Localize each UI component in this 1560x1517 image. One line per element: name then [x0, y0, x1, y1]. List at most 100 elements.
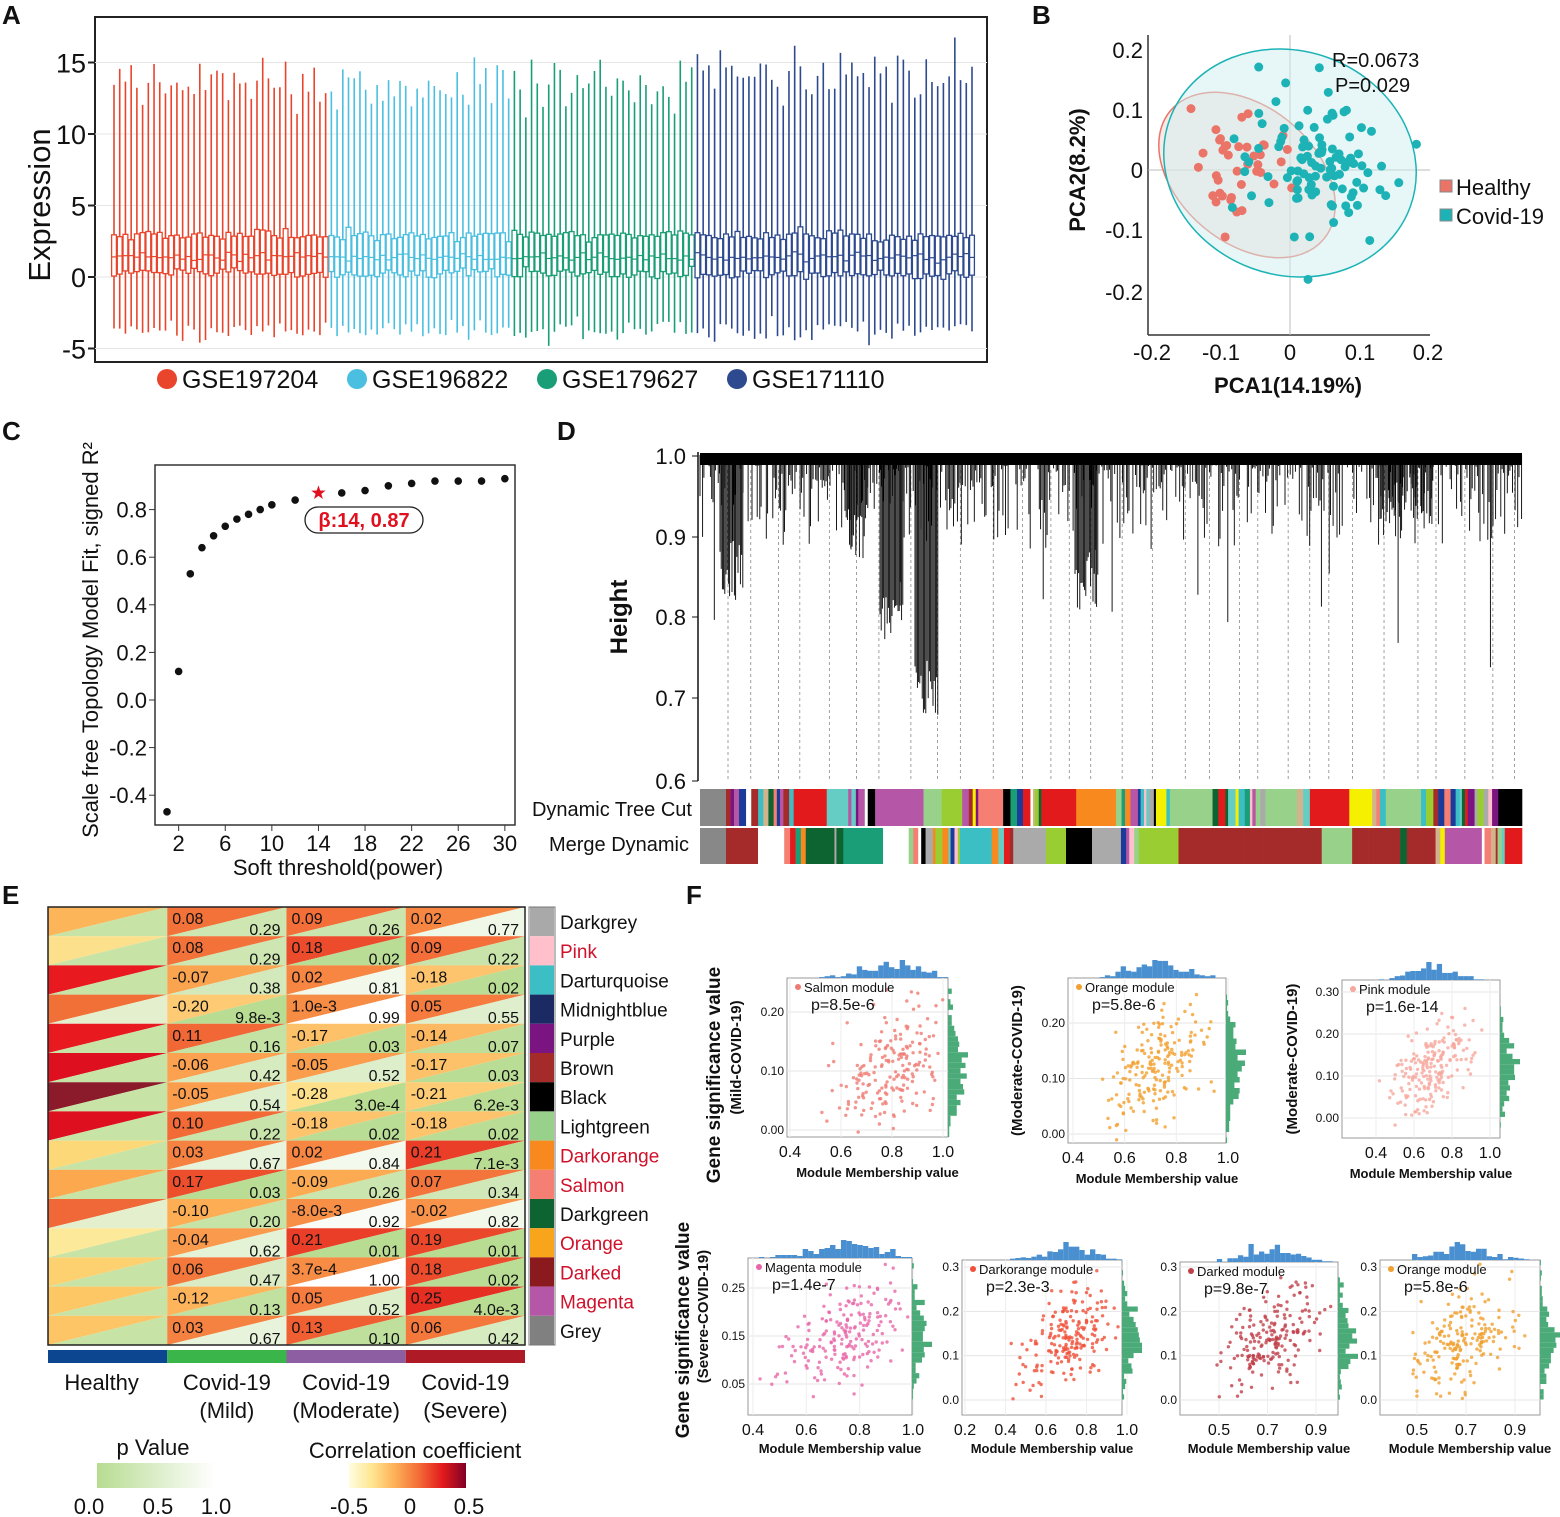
top-histogram-bar	[835, 1249, 841, 1258]
module-title: Magenta module	[765, 1260, 862, 1275]
merged-color-segment	[1444, 828, 1483, 864]
p-value-triangle	[405, 1257, 525, 1287]
data-point	[898, 1087, 902, 1092]
data-point	[1146, 1039, 1150, 1043]
p-value: 0.92	[369, 1214, 400, 1231]
merged-color-segment	[1013, 828, 1047, 864]
data-point	[1455, 1058, 1459, 1062]
data-point	[1011, 1397, 1015, 1401]
top-histogram-bar	[1253, 1254, 1259, 1262]
box	[763, 232, 770, 279]
data-point	[1424, 1074, 1429, 1078]
data-point	[1092, 1349, 1096, 1353]
top-histogram-bar	[1436, 963, 1443, 980]
right-histogram-bar	[1500, 1111, 1505, 1117]
data-point	[807, 1328, 811, 1333]
top-histogram-bar	[1428, 1255, 1434, 1260]
data-point	[928, 1065, 932, 1069]
data-point	[1020, 1342, 1024, 1346]
data-point	[885, 1092, 889, 1096]
data-point	[1014, 1382, 1018, 1387]
module-color-swatch	[530, 1199, 554, 1229]
right-histogram-bar	[1540, 1358, 1551, 1364]
data-point	[910, 1079, 915, 1084]
data-point	[1426, 1077, 1430, 1081]
module-label: Magenta	[560, 1293, 634, 1314]
data-point	[1240, 152, 1250, 162]
data-point	[1064, 1355, 1069, 1360]
data-point	[889, 1359, 893, 1363]
top-histogram-bar	[905, 965, 911, 978]
data-point	[774, 1375, 778, 1379]
heatmap-cell	[48, 1169, 168, 1199]
box	[808, 235, 815, 274]
p-value: 0.54	[249, 1097, 280, 1114]
data-point	[1035, 1368, 1039, 1373]
data-point	[870, 1101, 875, 1105]
data-point	[1427, 1340, 1431, 1344]
data-point	[820, 1317, 824, 1321]
data-point	[1040, 1331, 1045, 1336]
data-point	[1140, 1070, 1144, 1075]
data-point	[792, 1359, 797, 1364]
p-value-label: p=2.3e-3	[986, 1279, 1050, 1296]
top-histogram-bar	[1194, 974, 1200, 978]
data-point	[1140, 1043, 1144, 1047]
merged-color-segment	[1263, 828, 1288, 864]
data-point	[1160, 1073, 1165, 1077]
right-histogram-bar	[1226, 1088, 1240, 1094]
correlation-value: 0.07	[411, 1174, 442, 1191]
merged-color-segment	[700, 828, 726, 864]
correlation-triangle	[286, 1023, 406, 1053]
top-histogram-bar	[829, 975, 836, 978]
data-point	[848, 1326, 853, 1330]
right-histogram-bar	[1540, 1311, 1550, 1317]
data-point	[1149, 1066, 1153, 1071]
data-point	[1439, 1088, 1444, 1092]
right-histogram-bar	[1540, 1285, 1542, 1291]
top-histogram-bar	[824, 1248, 830, 1258]
right-histogram-bar	[1500, 1090, 1507, 1096]
data-point	[1060, 1327, 1064, 1332]
data-point	[1269, 1321, 1274, 1325]
box	[574, 235, 581, 277]
data-point	[867, 1073, 871, 1077]
module-color-segment	[776, 789, 781, 826]
data-point	[1424, 1098, 1428, 1102]
data-point	[884, 1085, 888, 1089]
data-point	[1424, 1105, 1428, 1109]
top-histogram-bar	[1269, 1249, 1275, 1262]
module-color-swatch	[530, 1053, 554, 1083]
heatmap-cell: -0.120.13	[167, 1286, 287, 1319]
data-point	[1463, 1341, 1468, 1345]
right-histogram-bar	[1338, 1292, 1343, 1298]
box	[517, 233, 524, 278]
right-histogram-bar	[1500, 1032, 1505, 1038]
correlation-triangle	[48, 1023, 168, 1053]
data-point	[869, 1106, 873, 1111]
data-point	[1480, 1028, 1484, 1032]
p-value: 0.26	[369, 922, 400, 939]
merged-color-segment	[1321, 828, 1353, 864]
p-value: 0.82	[488, 1214, 519, 1231]
data-point	[1303, 274, 1313, 284]
data-point	[1156, 1069, 1160, 1073]
right-histogram-bar	[1226, 1033, 1234, 1039]
right-histogram-bar	[1540, 1342, 1557, 1348]
top-histogram-bar	[942, 977, 948, 978]
right-histogram-bar	[1338, 1297, 1340, 1303]
top-histogram-bar	[1274, 1244, 1281, 1262]
y-tick-label: 0.1	[1112, 98, 1143, 123]
data-point	[1152, 1062, 1156, 1066]
data-point	[775, 1372, 780, 1376]
y-tick-label: 0.05	[722, 1377, 746, 1391]
data-point	[1080, 1300, 1085, 1304]
data-point	[927, 1054, 931, 1058]
p-value-triangle	[167, 965, 287, 995]
correlation-value: -0.04	[172, 1232, 209, 1249]
data-point	[861, 1092, 865, 1096]
data-point	[1270, 1386, 1275, 1391]
top-histogram-bar	[1476, 1248, 1482, 1260]
data-point	[1218, 145, 1228, 155]
merged-color-segment	[834, 828, 837, 864]
